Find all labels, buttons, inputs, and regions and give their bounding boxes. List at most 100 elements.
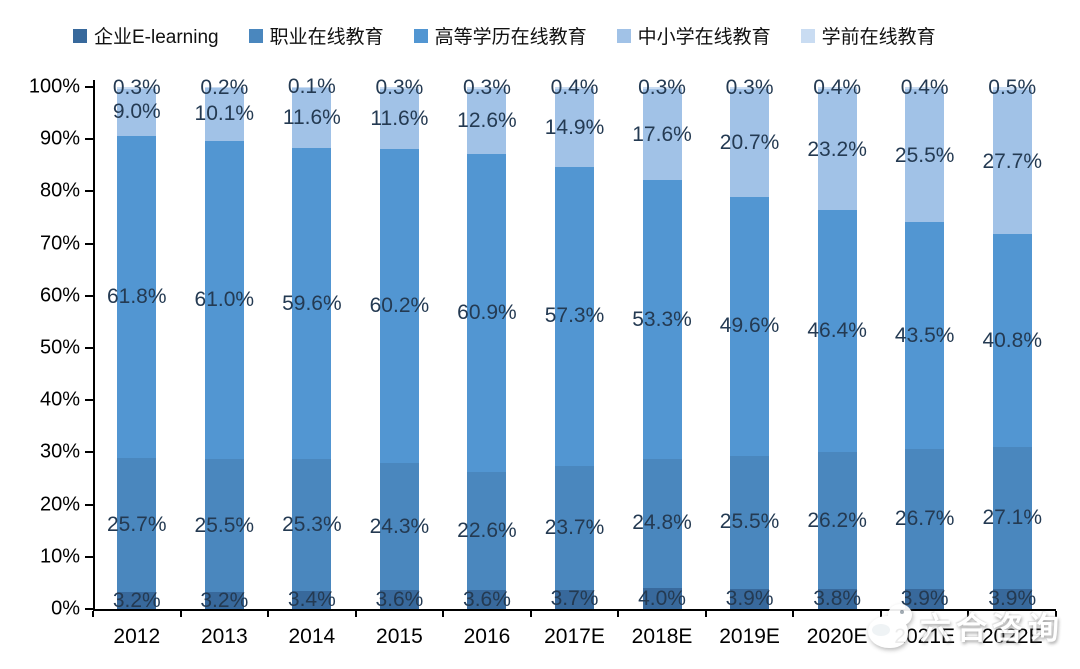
data-label: 0.3% xyxy=(725,75,774,99)
legend-swatch-icon xyxy=(616,28,631,43)
data-label: 3.8% xyxy=(813,587,862,611)
x-axis-label: 2021E xyxy=(894,625,956,648)
data-label: 3.6% xyxy=(463,587,511,611)
data-label: 53.3% xyxy=(632,307,692,331)
chart-legend: 企业E-learning 职业在线教育 高等学历在线教育 中小学在线教育 学前在线教育 xyxy=(73,22,936,49)
data-label: 26.7% xyxy=(894,506,955,530)
legend-item: 学前在线教育 xyxy=(800,22,936,49)
x-axis-tick xyxy=(267,611,270,617)
y-axis-tick xyxy=(85,294,93,297)
data-label: 0.3% xyxy=(375,75,424,99)
y-axis-tick xyxy=(85,608,93,610)
bar-segment xyxy=(379,463,419,591)
x-axis-tick xyxy=(704,611,707,617)
data-label: 11.6% xyxy=(370,106,429,130)
watermark-text: 六合咨询 xyxy=(920,610,1064,646)
bar-segment xyxy=(642,588,682,609)
y-axis-label: 100% xyxy=(28,75,80,98)
data-label: 0.4% xyxy=(550,76,599,100)
bar-segment xyxy=(117,87,157,89)
data-label: 46.4% xyxy=(807,319,867,343)
bar-segment xyxy=(467,154,507,473)
data-label: 60.9% xyxy=(457,301,517,325)
y-axis-label: 90% xyxy=(39,127,80,150)
data-label: 27.1% xyxy=(982,505,1042,529)
bar-segment xyxy=(992,89,1032,235)
y-axis-tick xyxy=(85,190,93,193)
data-label: 24.3% xyxy=(369,514,430,538)
bar-segment xyxy=(992,234,1032,448)
data-label: 23.2% xyxy=(807,137,867,161)
y-axis-label: 80% xyxy=(39,179,80,202)
legend-label: 学前在线教育 xyxy=(821,27,936,48)
x-axis-label: 2016 xyxy=(463,625,511,648)
data-label: 43.5% xyxy=(894,323,955,347)
bar-segment xyxy=(379,590,419,609)
y-axis-label: 70% xyxy=(39,232,80,255)
bar-segment xyxy=(642,87,682,89)
bar-segment xyxy=(204,140,244,460)
y-axis-tick xyxy=(85,347,93,349)
bar-segment xyxy=(992,447,1032,589)
bar-segment xyxy=(817,87,857,90)
x-axis-line xyxy=(93,609,1056,611)
bar-segment xyxy=(117,592,157,609)
bar-segment xyxy=(467,472,507,591)
legend-swatch-icon xyxy=(800,28,815,43)
bar-segment xyxy=(730,455,770,589)
legend-swatch-icon xyxy=(73,28,87,43)
data-label: 25.7% xyxy=(106,513,167,537)
bar-segment xyxy=(905,87,945,90)
data-label: 61.0% xyxy=(194,287,255,311)
bar-segment xyxy=(117,135,157,459)
legend-swatch-icon xyxy=(413,28,428,43)
data-label: 0.5% xyxy=(988,76,1037,100)
bar-segment xyxy=(204,459,244,593)
bar-segment xyxy=(905,449,945,589)
legend-item: 高等学历在线教育 xyxy=(413,22,587,49)
data-label: 10.1% xyxy=(194,102,255,126)
data-label: 9.0% xyxy=(112,100,161,124)
x-axis-label: 2020E xyxy=(806,625,868,648)
legend-label: 中小学在线教育 xyxy=(637,27,771,48)
data-label: 11.6% xyxy=(282,105,341,129)
data-label: 3.6% xyxy=(375,587,424,611)
data-label: 25.5% xyxy=(894,143,955,167)
bar-segment xyxy=(292,87,332,88)
x-axis-tick xyxy=(617,611,620,617)
data-label: 61.8% xyxy=(106,284,167,308)
y-axis-line xyxy=(93,80,95,611)
data-label: 49.6% xyxy=(719,314,780,338)
x-axis-label: 2022E xyxy=(981,625,1043,648)
data-label: 0.3% xyxy=(463,75,511,99)
x-axis-tick xyxy=(354,611,357,617)
data-label: 14.9% xyxy=(544,115,605,139)
y-axis-tick xyxy=(85,86,93,88)
y-axis-tick xyxy=(85,503,93,506)
x-axis-label: 2017E xyxy=(544,625,605,648)
x-axis-label: 2014 xyxy=(288,625,336,648)
x-axis-tick xyxy=(179,611,182,617)
bar-segment xyxy=(379,88,419,150)
bar-segment xyxy=(730,588,770,609)
y-axis-tick xyxy=(85,138,93,141)
x-axis-label: 2013 xyxy=(200,625,248,648)
data-label: 60.2% xyxy=(369,294,430,318)
y-axis-tick xyxy=(85,399,93,402)
data-label: 57.3% xyxy=(544,304,605,328)
data-label: 3.9% xyxy=(725,586,774,610)
y-axis-label: 40% xyxy=(39,388,80,411)
y-axis-label: 30% xyxy=(39,440,80,463)
data-label: 3.7% xyxy=(550,587,599,611)
x-axis-tick xyxy=(529,611,532,617)
bar-segment xyxy=(992,87,1032,90)
bar-segment xyxy=(204,592,244,609)
x-axis-label: 2015 xyxy=(376,625,423,648)
data-label: 0.1% xyxy=(287,75,336,99)
data-label: 3.4% xyxy=(287,588,336,612)
data-label: 4.0% xyxy=(638,586,686,610)
data-label: 0.4% xyxy=(813,76,862,100)
data-label: 0.3% xyxy=(638,75,686,99)
data-label: 0.2% xyxy=(200,75,249,99)
